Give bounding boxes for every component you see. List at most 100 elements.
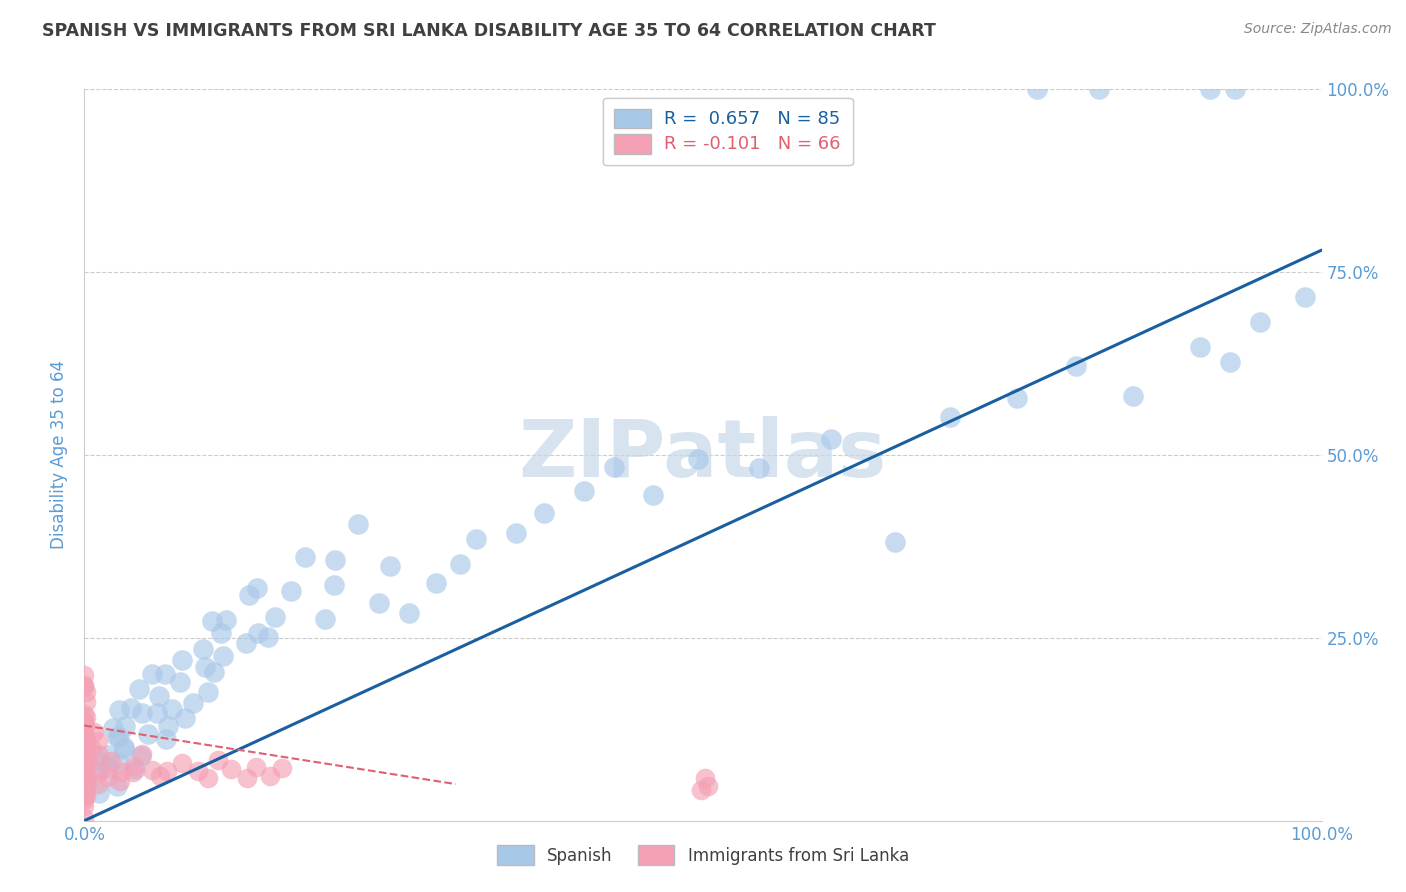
Point bbox=[697, 779, 720, 793]
Point bbox=[77, 753, 100, 767]
Point bbox=[264, 610, 287, 624]
Point bbox=[121, 765, 143, 780]
Point bbox=[146, 706, 169, 720]
Point bbox=[80, 741, 103, 756]
Point bbox=[124, 762, 146, 776]
Point bbox=[131, 747, 153, 761]
Point bbox=[73, 728, 96, 742]
Point bbox=[169, 674, 191, 689]
Point bbox=[148, 689, 170, 703]
Point bbox=[131, 706, 153, 721]
Point bbox=[155, 731, 177, 746]
Point bbox=[75, 788, 97, 802]
Legend: R =  0.657   N = 85, R = -0.101   N = 66: R = 0.657 N = 85, R = -0.101 N = 66 bbox=[603, 97, 852, 165]
Point bbox=[398, 607, 420, 621]
Point bbox=[236, 772, 259, 786]
Point bbox=[73, 759, 96, 773]
Point bbox=[149, 769, 172, 783]
Point bbox=[1223, 82, 1246, 96]
Point bbox=[97, 747, 120, 762]
Point bbox=[128, 682, 150, 697]
Point bbox=[122, 759, 145, 773]
Point bbox=[235, 636, 257, 650]
Point bbox=[101, 721, 124, 735]
Point bbox=[129, 749, 152, 764]
Point bbox=[108, 773, 131, 788]
Point bbox=[1088, 82, 1111, 96]
Point bbox=[112, 741, 135, 756]
Point bbox=[87, 777, 110, 791]
Point bbox=[314, 612, 336, 626]
Point bbox=[73, 678, 96, 692]
Point bbox=[505, 525, 527, 540]
Point bbox=[75, 745, 97, 759]
Point bbox=[465, 532, 488, 546]
Point bbox=[83, 724, 105, 739]
Y-axis label: Disability Age 35 to 64: Disability Age 35 to 64 bbox=[51, 360, 69, 549]
Point bbox=[280, 584, 302, 599]
Point bbox=[246, 581, 269, 595]
Point bbox=[87, 734, 110, 748]
Point bbox=[884, 535, 907, 549]
Point bbox=[170, 653, 193, 667]
Point bbox=[347, 516, 370, 531]
Point bbox=[89, 754, 111, 768]
Point bbox=[1249, 315, 1271, 329]
Point bbox=[1199, 82, 1222, 96]
Point bbox=[1188, 340, 1211, 354]
Point bbox=[174, 711, 197, 725]
Point bbox=[73, 706, 96, 721]
Point bbox=[73, 719, 96, 733]
Point bbox=[157, 719, 180, 733]
Point bbox=[207, 753, 229, 767]
Point bbox=[748, 461, 770, 475]
Point bbox=[75, 734, 97, 748]
Point bbox=[322, 578, 344, 592]
Point bbox=[181, 696, 204, 710]
Point bbox=[693, 771, 716, 785]
Point bbox=[204, 665, 226, 679]
Point bbox=[73, 714, 96, 729]
Point bbox=[257, 631, 280, 645]
Point bbox=[105, 731, 128, 745]
Point bbox=[247, 626, 270, 640]
Point bbox=[73, 714, 96, 728]
Point bbox=[73, 774, 96, 789]
Point bbox=[155, 667, 177, 681]
Point bbox=[75, 740, 97, 755]
Point bbox=[105, 779, 128, 793]
Point bbox=[820, 433, 842, 447]
Point bbox=[108, 756, 131, 770]
Point bbox=[201, 614, 224, 628]
Point bbox=[73, 779, 96, 793]
Point bbox=[219, 762, 242, 776]
Point bbox=[75, 782, 97, 797]
Point bbox=[73, 750, 96, 764]
Point bbox=[76, 769, 98, 783]
Point bbox=[211, 626, 233, 640]
Point bbox=[533, 506, 555, 520]
Point bbox=[686, 451, 709, 466]
Point bbox=[73, 753, 96, 767]
Point bbox=[212, 648, 235, 663]
Point bbox=[259, 769, 281, 783]
Point bbox=[73, 668, 96, 682]
Point bbox=[187, 764, 209, 778]
Point bbox=[114, 719, 136, 733]
Point bbox=[1026, 82, 1049, 96]
Point bbox=[87, 747, 110, 762]
Point bbox=[73, 680, 96, 694]
Point bbox=[141, 763, 163, 777]
Legend: Spanish, Immigrants from Sri Lanka: Spanish, Immigrants from Sri Lanka bbox=[486, 836, 920, 875]
Point bbox=[156, 764, 179, 778]
Point bbox=[73, 793, 96, 807]
Point bbox=[238, 588, 260, 602]
Point bbox=[84, 767, 107, 781]
Point bbox=[641, 488, 664, 502]
Point bbox=[89, 786, 111, 800]
Point bbox=[271, 761, 294, 775]
Text: Source: ZipAtlas.com: Source: ZipAtlas.com bbox=[1244, 22, 1392, 37]
Point bbox=[75, 695, 97, 709]
Point bbox=[108, 730, 131, 744]
Point bbox=[73, 749, 96, 764]
